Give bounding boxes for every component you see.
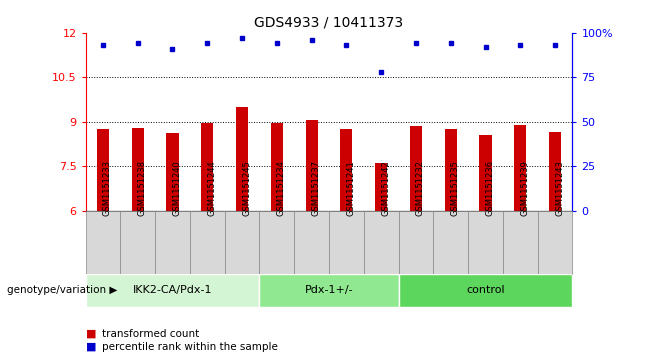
Bar — [97, 129, 109, 211]
Bar — [224, 211, 259, 274]
Bar — [190, 211, 224, 274]
Text: ■: ■ — [86, 342, 96, 352]
Text: Pdx-1+/-: Pdx-1+/- — [305, 285, 353, 295]
Bar — [120, 211, 155, 274]
Text: GSM1151242: GSM1151242 — [381, 160, 390, 216]
Text: GDS4933 / 10411373: GDS4933 / 10411373 — [255, 15, 403, 29]
Text: GSM1151234: GSM1151234 — [277, 160, 286, 216]
Bar — [294, 211, 329, 274]
Text: GSM1151243: GSM1151243 — [555, 160, 564, 216]
Bar — [399, 274, 572, 307]
Text: GSM1151236: GSM1151236 — [486, 160, 495, 216]
Text: control: control — [467, 285, 505, 295]
Bar — [468, 211, 503, 274]
Bar — [270, 123, 283, 211]
Bar — [340, 129, 353, 211]
Text: GSM1151239: GSM1151239 — [520, 160, 529, 216]
Bar — [434, 211, 468, 274]
Text: GSM1151240: GSM1151240 — [172, 160, 182, 216]
Text: ■: ■ — [86, 329, 96, 339]
Bar — [305, 120, 318, 211]
Text: GSM1151237: GSM1151237 — [312, 160, 320, 216]
Bar — [259, 274, 399, 307]
Bar — [132, 127, 144, 211]
Text: genotype/variation ▶: genotype/variation ▶ — [7, 285, 117, 295]
Bar — [155, 211, 190, 274]
Text: GSM1151245: GSM1151245 — [242, 160, 251, 216]
Bar — [375, 163, 388, 211]
Text: GSM1151244: GSM1151244 — [207, 160, 216, 216]
Bar — [445, 129, 457, 211]
Bar — [399, 211, 434, 274]
Bar — [538, 211, 572, 274]
Text: transformed count: transformed count — [102, 329, 199, 339]
Text: GSM1151232: GSM1151232 — [416, 160, 425, 216]
Bar — [514, 125, 526, 211]
Bar — [480, 135, 492, 211]
Text: IKK2-CA/Pdx-1: IKK2-CA/Pdx-1 — [133, 285, 213, 295]
Text: GSM1151233: GSM1151233 — [103, 160, 112, 216]
Bar — [329, 211, 364, 274]
Bar — [410, 126, 422, 211]
Bar — [86, 274, 259, 307]
Bar — [259, 211, 294, 274]
Bar — [166, 134, 178, 211]
Text: percentile rank within the sample: percentile rank within the sample — [102, 342, 278, 352]
Text: GSM1151238: GSM1151238 — [138, 160, 147, 216]
Bar — [201, 123, 213, 211]
Bar — [503, 211, 538, 274]
Text: GSM1151241: GSM1151241 — [346, 160, 355, 216]
Bar — [86, 211, 120, 274]
Bar — [236, 107, 248, 211]
Bar — [364, 211, 399, 274]
Bar — [549, 132, 561, 211]
Text: GSM1151235: GSM1151235 — [451, 160, 460, 216]
